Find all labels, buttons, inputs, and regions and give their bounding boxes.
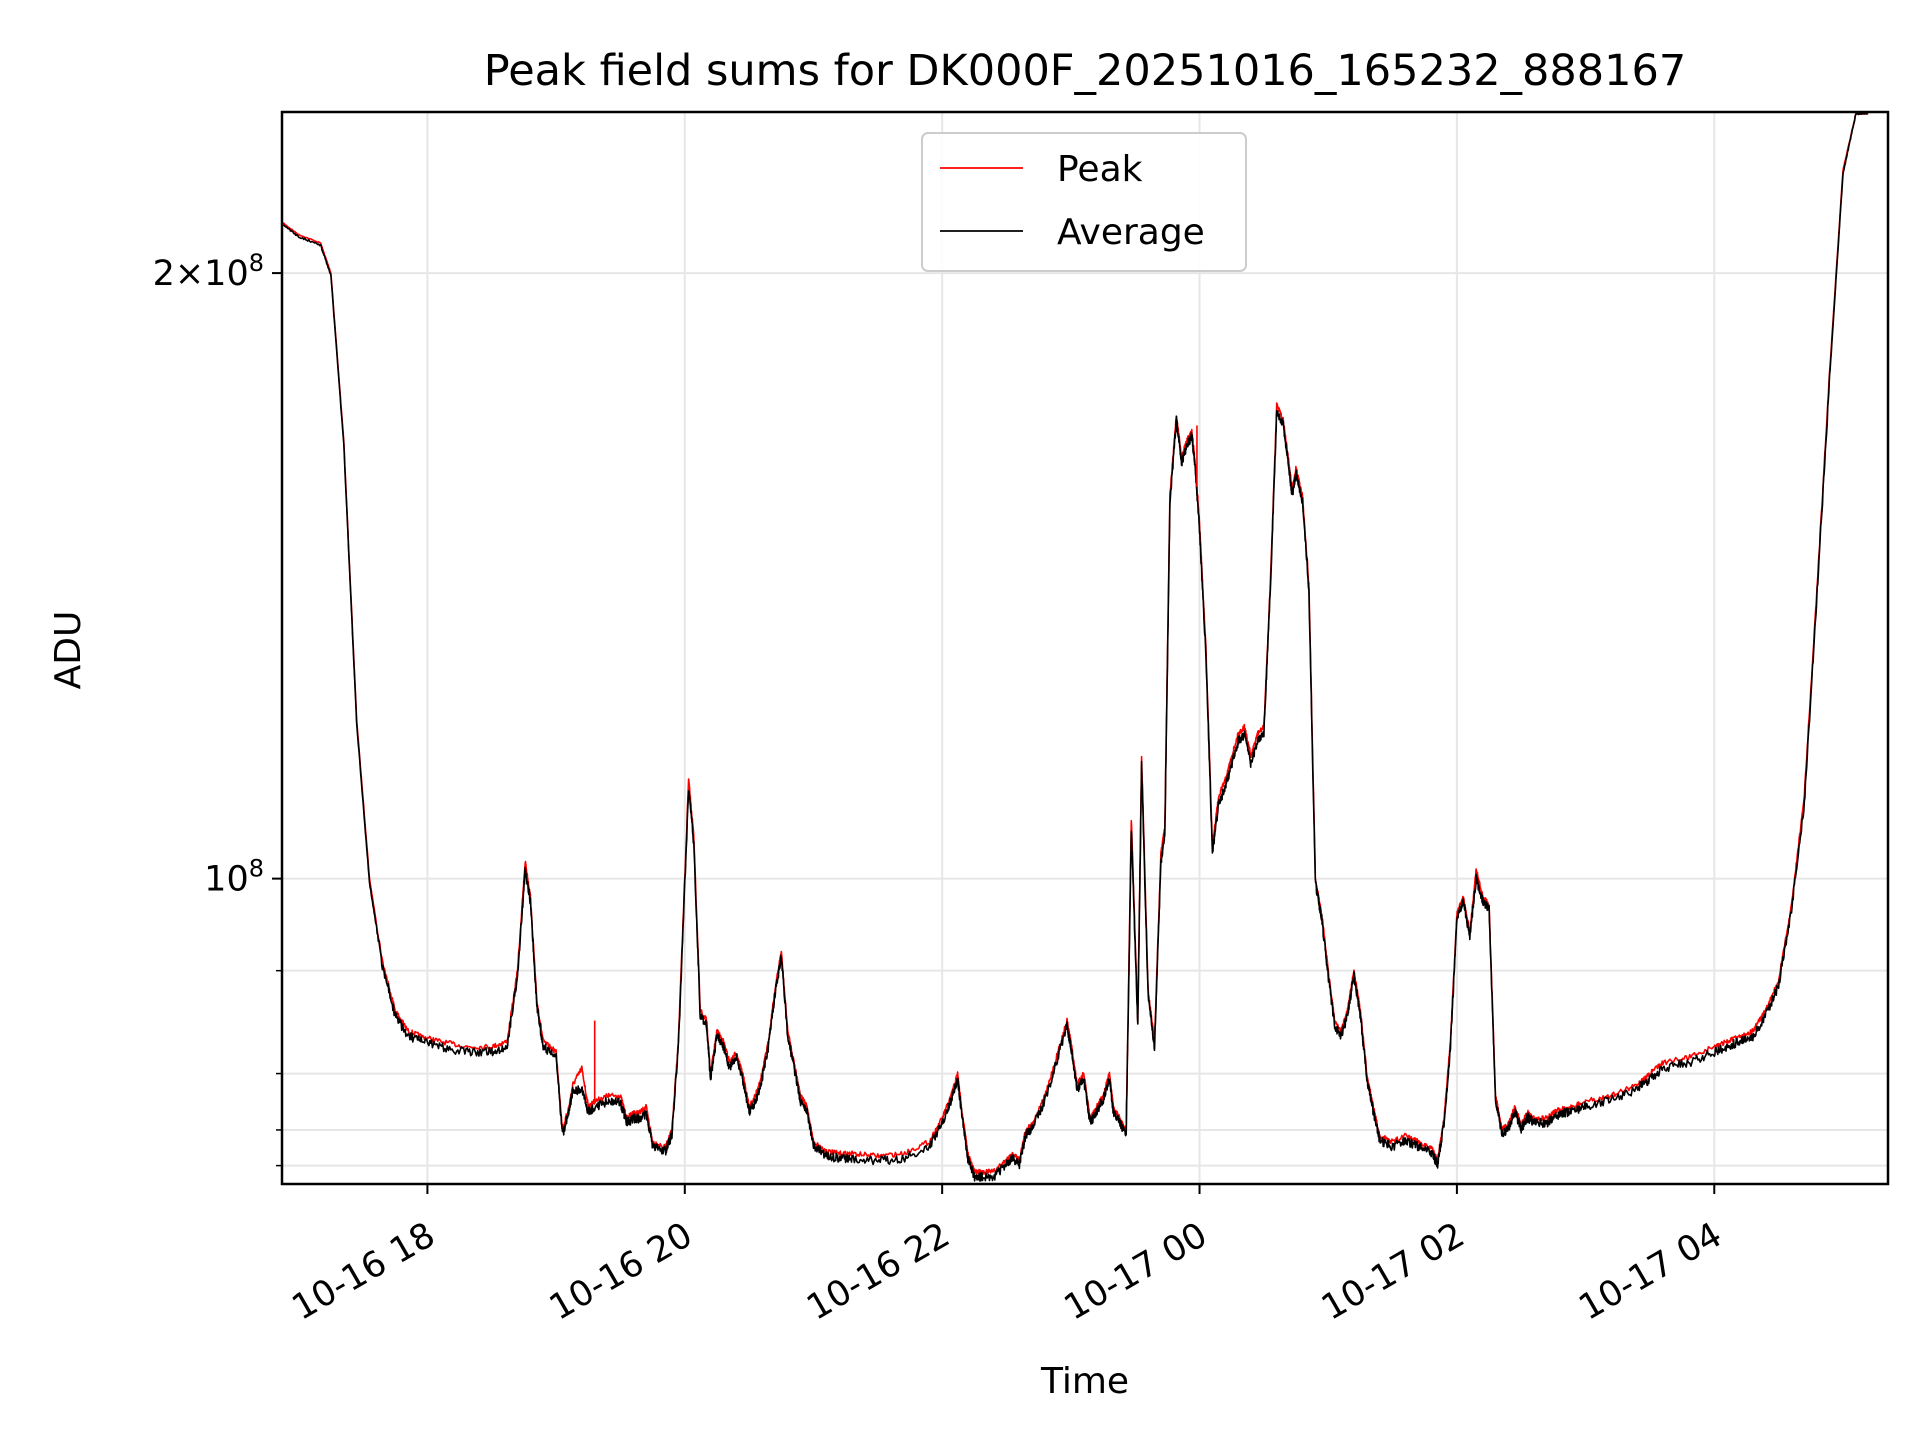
x-tick-label: 10-16 18 xyxy=(286,1215,442,1328)
y-tick-exponent: 8 xyxy=(249,249,264,277)
y-tick-base: 10 xyxy=(204,860,249,900)
x-axis: 10-16 18 10-16 20 10-16 22 10-17 00 10-17 02… xyxy=(286,1184,1729,1328)
plot-lines xyxy=(282,112,1869,1182)
x-tick-label: 10-16 22 xyxy=(800,1215,956,1328)
x-tick-label: 10-17 00 xyxy=(1058,1215,1214,1328)
legend: Peak Average xyxy=(921,132,1247,272)
average-series-line xyxy=(282,112,1869,1182)
legend-average-label: Average xyxy=(1057,212,1205,253)
x-tick-label: 10-16 20 xyxy=(543,1215,699,1328)
y-tick-label: 2×108 xyxy=(153,249,264,294)
x-axis-label: Time xyxy=(1040,1361,1129,1402)
y-tick-exponent: 8 xyxy=(249,855,264,883)
chart-title: Peak field sums for DK000F_20251016_1652… xyxy=(484,46,1686,96)
y-tick-coefficient: 2× xyxy=(153,254,205,294)
x-tick-label: 10-17 02 xyxy=(1315,1215,1471,1328)
legend-peak-label: Peak xyxy=(1057,149,1143,190)
y-tick-base: 10 xyxy=(204,254,249,294)
x-tick-label: 10-17 04 xyxy=(1572,1215,1728,1328)
plot-frame xyxy=(280,110,1890,1186)
y-axis-label: ADU xyxy=(48,611,89,690)
y-tick-label: 108 xyxy=(204,855,264,900)
grid-lines xyxy=(282,112,1888,1184)
